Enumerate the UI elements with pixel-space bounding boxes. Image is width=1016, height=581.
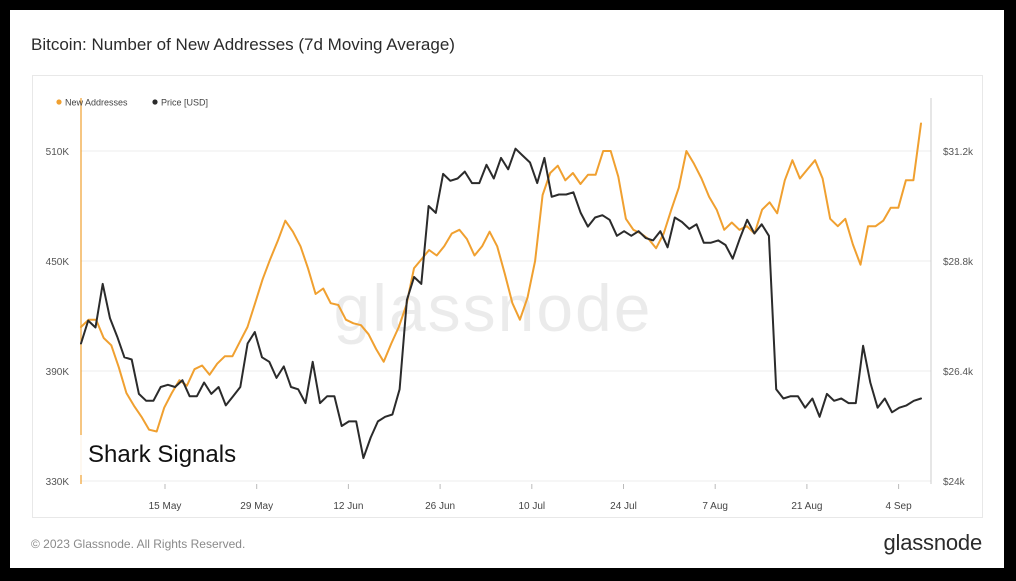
glassnode-logo: glassnode xyxy=(883,530,983,555)
y-right-tick-label: $26.4k xyxy=(943,367,974,378)
legend: New Addresses Price [USD] xyxy=(56,98,208,108)
y-left-tick-label: 510K xyxy=(46,147,70,158)
series-lines xyxy=(80,122,922,460)
x-axis-ticks: 15 May 29 May 12 Jun 26 Jun 10 Jul 24 Jul 7 Au… xyxy=(149,484,912,512)
y-right-tick-label: $28.8k xyxy=(943,257,974,268)
x-tick-label: 21 Aug xyxy=(791,501,822,512)
chart-card: Bitcoin: Number of New Addresses (7d Mov… xyxy=(10,10,1004,568)
chart-frame: glassnode 330K 390K 450K 510K $24k $26.4k $28… xyxy=(32,75,983,518)
gridlines xyxy=(81,150,931,482)
legend-entry: New Addresses xyxy=(65,98,128,108)
x-tick-label: 12 Jun xyxy=(333,501,363,512)
legend-swatch xyxy=(152,99,158,105)
shark-signals-label: Shark Signals xyxy=(80,435,270,475)
x-tick-label: 4 Sep xyxy=(886,501,913,512)
watermark: glassnode xyxy=(334,271,653,345)
y-left-tick-label: 450K xyxy=(46,257,70,268)
left-axis-ticks: 330K 390K 450K 510K xyxy=(46,147,70,488)
x-tick-label: 24 Jul xyxy=(610,501,637,512)
new-addresses-series-line xyxy=(80,122,922,433)
x-tick-label: 10 Jul xyxy=(518,501,545,512)
chart-title: Bitcoin: Number of New Addresses (7d Mov… xyxy=(31,35,455,54)
x-tick-label: 7 Aug xyxy=(702,501,728,512)
line-chart: glassnode 330K 390K 450K 510K $24k $26.4k $28… xyxy=(46,98,974,513)
price-series-line xyxy=(80,147,922,460)
y-right-tick-label: $31.2k xyxy=(943,147,974,158)
y-left-tick-label: 390K xyxy=(46,367,70,378)
x-tick-label: 29 May xyxy=(240,501,273,512)
legend-entry: Price [USD] xyxy=(161,98,208,108)
y-right-tick-label: $24k xyxy=(943,477,966,488)
y-left-tick-label: 330K xyxy=(46,477,70,488)
x-tick-label: 15 May xyxy=(149,501,182,512)
x-tick-label: 26 Jun xyxy=(425,501,455,512)
copyright-text: © 2023 Glassnode. All Rights Reserved. xyxy=(31,537,246,551)
right-axis-ticks: $24k $26.4k $28.8k $31.2k xyxy=(943,147,974,488)
legend-swatch xyxy=(56,99,62,105)
